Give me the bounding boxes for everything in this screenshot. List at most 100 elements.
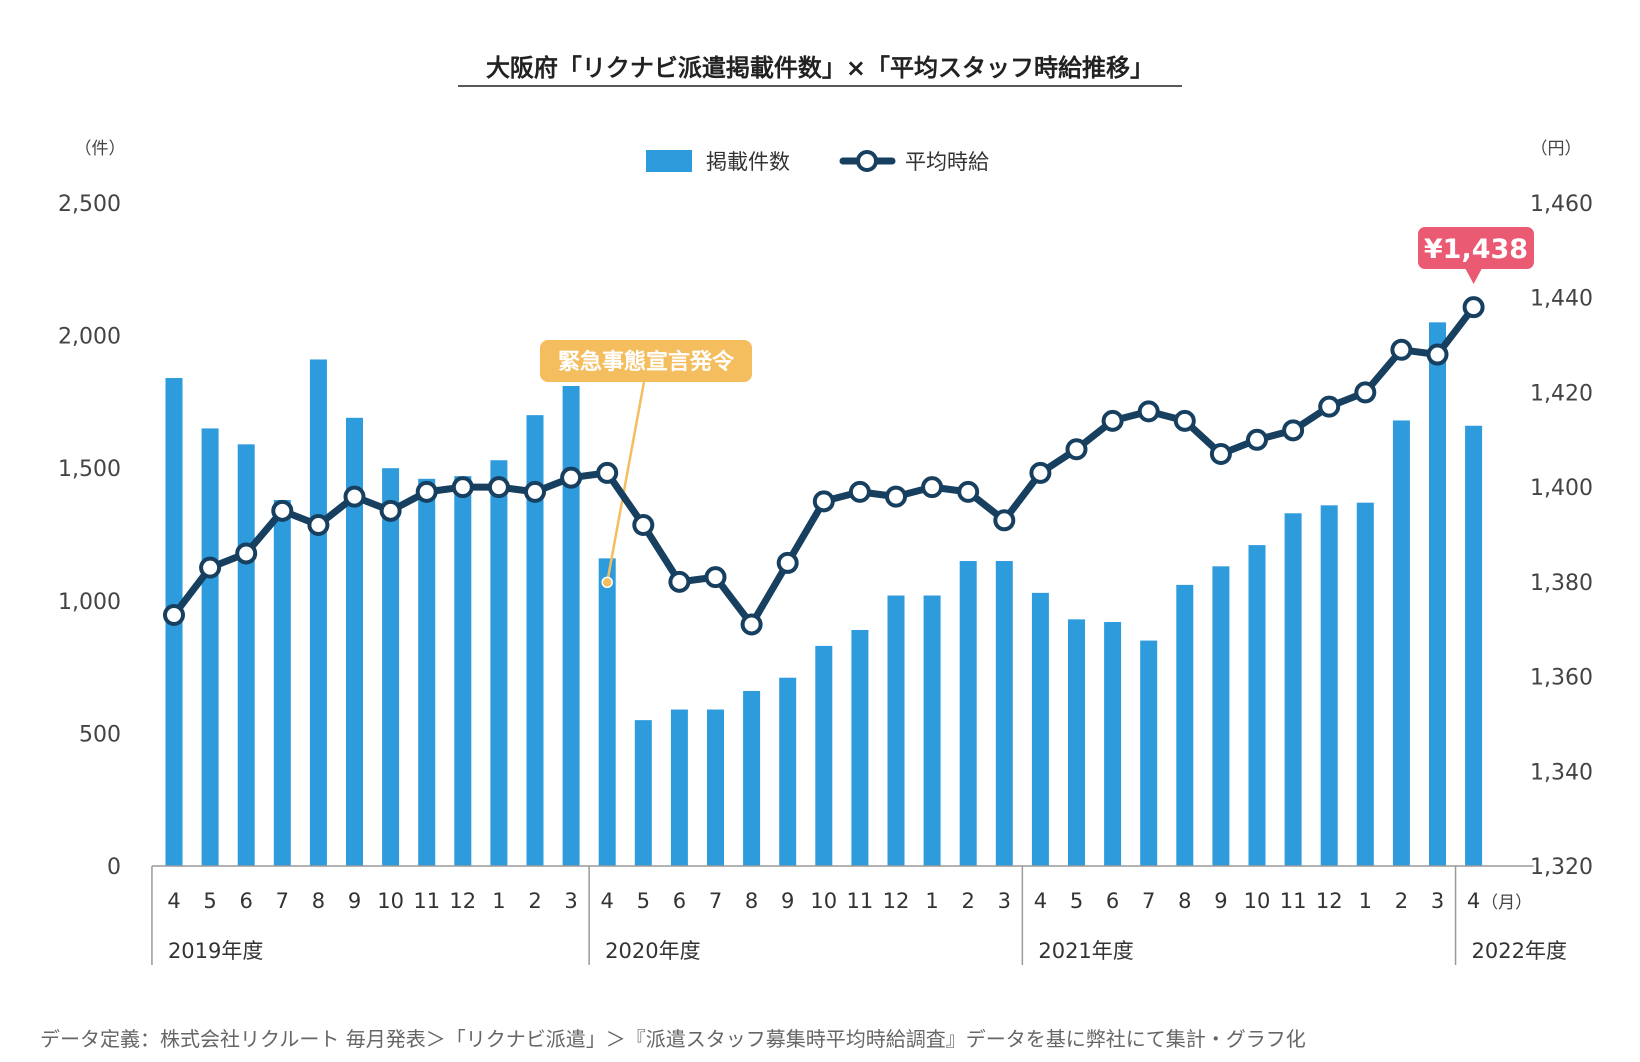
year-label: 2021年度 <box>1038 939 1133 963</box>
line-point <box>235 542 258 565</box>
line-point <box>1173 409 1196 432</box>
year-label: 2022年度 <box>1472 939 1567 963</box>
month-label: 12 <box>1316 889 1343 913</box>
month-label: 5 <box>203 889 216 913</box>
legend-line-label: 平均時給 <box>905 150 989 174</box>
bar <box>1068 619 1085 866</box>
average-wage-line <box>170 303 1478 628</box>
bar <box>923 595 941 866</box>
line-point <box>379 499 402 522</box>
line-point <box>1462 296 1485 319</box>
bar <box>309 359 327 866</box>
bar <box>526 415 544 866</box>
line-point <box>343 485 366 508</box>
line-point <box>1390 338 1413 361</box>
line-point <box>1101 409 1124 432</box>
left-tick-label: 1,000 <box>58 590 121 615</box>
line-point <box>1282 419 1305 442</box>
right-axis-unit: （円） <box>1531 139 1582 159</box>
line-point <box>1426 343 1449 366</box>
line-point <box>451 476 474 499</box>
line-point <box>307 514 330 537</box>
month-label: 1 <box>925 889 938 913</box>
month-unit: （月） <box>1481 893 1532 913</box>
bar <box>273 500 291 866</box>
chart-title: 大阪府「リクナビ派遣掲載件数」×「平均スタッフ時給推移」 <box>486 54 1154 82</box>
footnote: データ定義：株式会社リクルート 毎月発表＞「リクナビ派遣」＞『派遣スタッフ募集時… <box>40 1027 1306 1051</box>
right-tick-label: 1,320 <box>1530 855 1593 880</box>
bar <box>1031 592 1049 866</box>
month-label: 2 <box>1395 889 1408 913</box>
month-label: 10 <box>377 889 404 913</box>
month-label: 9 <box>781 889 794 913</box>
price-callout-label: ¥1,438 <box>1424 234 1528 265</box>
bar <box>1320 505 1338 866</box>
line-point <box>1246 428 1268 451</box>
bar <box>1176 584 1194 866</box>
right-axis: 1,320 1,340 1,360 1,380 1,400 1,420 1,440 1,460 <box>1530 192 1593 880</box>
bar <box>418 478 436 866</box>
right-tick-label: 1,440 <box>1530 287 1593 312</box>
right-tick-label: 1,400 <box>1530 476 1593 501</box>
month-label: 12 <box>883 889 910 913</box>
right-tick-label: 1,340 <box>1530 760 1593 785</box>
month-label: 3 <box>564 889 577 913</box>
bar <box>562 385 580 866</box>
line-point <box>1318 395 1341 418</box>
line-point <box>1354 381 1377 404</box>
month-label: 4 <box>601 889 614 913</box>
month-label: 1 <box>492 889 505 913</box>
line-point <box>776 551 799 574</box>
line-point <box>163 604 185 627</box>
month-label: 1 <box>1359 889 1372 913</box>
month-label: 7 <box>276 889 289 913</box>
left-tick-label: 0 <box>107 855 121 880</box>
bar <box>743 690 761 866</box>
line-point <box>885 485 907 508</box>
line-series <box>163 296 1485 636</box>
bar <box>779 677 797 866</box>
bar <box>1429 322 1446 867</box>
month-label: 2 <box>528 889 541 913</box>
line-point <box>199 556 222 579</box>
line-point <box>1065 438 1088 461</box>
month-label: 3 <box>998 889 1011 913</box>
price-callout-box <box>1418 227 1534 269</box>
line-point <box>1137 400 1160 423</box>
month-label: 9 <box>1214 889 1227 913</box>
event-callout-box <box>540 340 752 382</box>
bar <box>1140 640 1158 866</box>
month-label: 5 <box>1070 889 1083 913</box>
bar-series <box>165 322 1483 867</box>
year-label: 2019年度 <box>168 939 263 963</box>
bar <box>887 595 905 866</box>
left-tick-label: 2,500 <box>58 192 121 217</box>
bar <box>346 417 363 866</box>
right-tick-label: 1,360 <box>1530 666 1593 691</box>
month-label: 7 <box>1142 889 1155 913</box>
line-point <box>704 566 727 589</box>
chart-title-group: 大阪府「リクナビ派遣掲載件数」×「平均スタッフ時給推移」 <box>458 54 1182 87</box>
month-label: 6 <box>1106 889 1119 913</box>
x-axis: 4 5 6 7 8 9 10 11 12 1 2 3 4 5 6 7 8 9 10 11 12 1 2 3 4 5 6 7 8 9 10 11… <box>151 865 1567 965</box>
event-callout-leader <box>605 381 646 583</box>
month-label: 11 <box>847 889 874 913</box>
legend-bar-swatch <box>646 150 692 172</box>
month-label: 11 <box>1280 889 1307 913</box>
bar <box>201 428 219 866</box>
line-point <box>1209 442 1232 465</box>
line-point <box>993 509 1016 532</box>
month-label: 5 <box>637 889 650 913</box>
event-callout: 緊急事態宣言発令 <box>540 340 752 589</box>
right-tick-label: 1,420 <box>1530 381 1593 406</box>
line-point <box>596 461 619 484</box>
month-label: 7 <box>709 889 722 913</box>
bar <box>1104 622 1122 866</box>
month-label: 6 <box>673 889 686 913</box>
bar <box>1284 513 1302 866</box>
bar <box>995 561 1013 866</box>
price-callout-pointer <box>1465 269 1482 284</box>
month-label: 11 <box>413 889 440 913</box>
month-label: 10 <box>810 889 837 913</box>
